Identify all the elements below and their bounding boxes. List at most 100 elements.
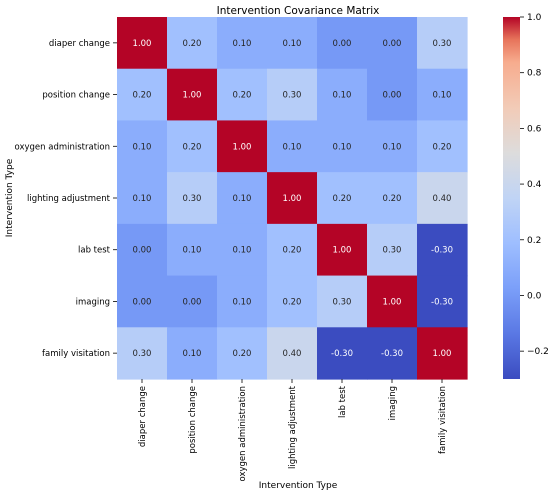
heatmap-cell — [117, 275, 168, 328]
cell-value-label: 0.10 — [233, 297, 252, 307]
heatmap-cell — [167, 223, 218, 277]
colorbar-tick-label: 0.4 — [527, 180, 542, 190]
y-tick-label: imaging — [76, 297, 110, 307]
heatmap-cell — [267, 275, 318, 328]
heatmap-cell — [417, 327, 468, 380]
heatmap-cell — [267, 120, 318, 173]
cell-value-label: -0.30 — [431, 246, 453, 256]
cell-value-label: 1.00 — [333, 246, 352, 256]
cell-value-label: 0.00 — [183, 297, 202, 307]
cell-value-label: 0.10 — [233, 194, 252, 204]
heatmap-cell — [417, 275, 468, 328]
heatmap-cell — [367, 17, 418, 70]
cell-value-label: 0.20 — [183, 39, 202, 49]
cell-value-label: 0.30 — [133, 349, 152, 359]
heatmap-cell — [117, 327, 168, 380]
cell-value-label: 0.10 — [133, 194, 152, 204]
x-axis-ticks: diaper change position change oxygen admin… — [138, 379, 448, 481]
cell-value-label: 0.20 — [233, 91, 252, 101]
cell-value-label: -0.30 — [331, 349, 353, 359]
heatmap-cell — [267, 223, 318, 277]
heatmap-cell — [267, 17, 318, 70]
cell-value-label: 0.10 — [383, 142, 402, 152]
cell-value-label: 0.10 — [433, 91, 452, 101]
cell-value-label: -0.30 — [431, 297, 453, 307]
colorbar-tick-label: 1.0 — [527, 13, 542, 23]
heatmap-cell — [317, 327, 368, 380]
heatmap-cell — [217, 327, 268, 380]
colorbar — [503, 17, 520, 379]
heatmap-cell — [217, 172, 268, 225]
cell-value-label: 0.30 — [183, 194, 202, 204]
cell-value-label: 0.20 — [183, 142, 202, 152]
heatmap-cell — [367, 275, 418, 328]
cell-value-label: 0.20 — [333, 194, 352, 204]
colorbar-ticks: 1.0 0.8 0.6 0.4 0.2 0.0 −0.2 — [520, 13, 549, 357]
heatmap-cell — [167, 327, 218, 380]
heatmap-cell — [217, 68, 268, 122]
colorbar-tick-label: −0.2 — [527, 347, 549, 357]
heatmap-cell — [167, 275, 218, 328]
heatmap-cell — [117, 68, 168, 122]
heatmap-cell — [267, 172, 318, 225]
x-tick-label: oxygen administration — [238, 386, 248, 481]
cell-value-label: 0.30 — [433, 39, 452, 49]
heatmap-cell — [417, 17, 468, 70]
y-axis-label: Intervention Type — [5, 158, 15, 237]
heatmap-cell — [117, 223, 168, 277]
cell-value-label: 0.10 — [333, 142, 352, 152]
cell-value-label: 1.00 — [233, 142, 252, 152]
heatmap-cell — [167, 172, 218, 225]
x-tick-label: imaging — [388, 386, 398, 420]
heatmap-cell — [267, 327, 318, 380]
y-tick-label: lab test — [78, 246, 111, 256]
heatmap-cell — [117, 120, 168, 173]
heatmap-cell — [317, 68, 368, 122]
cell-value-label: 0.40 — [283, 349, 302, 359]
cell-value-label: 0.00 — [333, 39, 352, 49]
heatmap-cell — [317, 223, 368, 277]
heatmap-cell — [267, 68, 318, 122]
heatmap-cell — [417, 172, 468, 225]
heatmap-cell — [217, 223, 268, 277]
heatmap-cell — [167, 17, 218, 70]
heatmap-cell — [117, 17, 168, 70]
colorbar-tick-label: 0.6 — [527, 124, 542, 134]
heatmap-cell — [417, 223, 468, 277]
cell-value-label: 0.40 — [433, 194, 452, 204]
x-tick-label: family visitation — [438, 386, 448, 454]
cell-value-label: 0.10 — [183, 349, 202, 359]
cell-value-label: 1.00 — [183, 91, 202, 101]
cell-value-label: 0.10 — [233, 39, 252, 49]
cell-value-label: 0.20 — [133, 91, 152, 101]
cell-value-label: 0.20 — [433, 142, 452, 152]
heatmap-cell — [317, 275, 368, 328]
cell-value-label: 0.10 — [183, 246, 202, 256]
cell-value-label: 0.20 — [233, 349, 252, 359]
heatmap-cell — [367, 223, 418, 277]
cell-value-label: 1.00 — [133, 39, 152, 49]
heatmap-cells — [117, 17, 468, 380]
cell-value-label: 0.00 — [383, 91, 402, 101]
cell-value-label: 0.10 — [133, 142, 152, 152]
y-tick-label: family visitation — [42, 349, 110, 359]
cell-value-label: 0.20 — [383, 194, 402, 204]
heatmap-cell — [367, 172, 418, 225]
heatmap-cell — [317, 120, 368, 173]
cell-value-label: 0.20 — [283, 246, 302, 256]
cell-value-label: 0.20 — [283, 297, 302, 307]
x-axis-label: Intervention Type — [259, 481, 338, 491]
cell-value-label: -0.30 — [381, 349, 403, 359]
x-tick-label: position change — [188, 386, 198, 454]
heatmap-cell — [317, 17, 368, 70]
cell-value-label: 0.30 — [383, 246, 402, 256]
x-tick-label: lighting adjustment — [288, 385, 298, 469]
colorbar-tick-label: 0.8 — [527, 69, 542, 79]
x-tick-label: lab test — [338, 385, 348, 418]
y-tick-label: oxygen administration — [15, 142, 110, 152]
heatmap-cell — [317, 172, 368, 225]
cell-value-label: 0.10 — [283, 39, 302, 49]
heatmap-cell — [117, 172, 168, 225]
y-tick-label: lighting adjustment — [27, 194, 111, 204]
